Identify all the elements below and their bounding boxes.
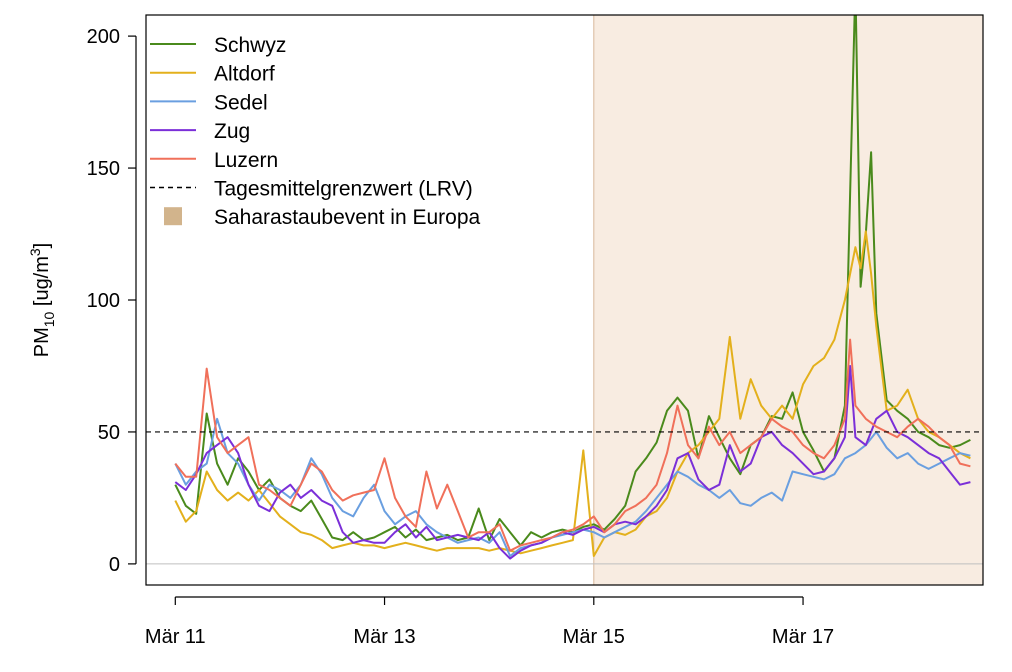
y-tick-label: 200	[87, 26, 120, 48]
plot-frame	[145, 14, 984, 586]
y-axis: 0 50 100 150 200	[87, 26, 137, 576]
legend-label: Saharastaubevent in Europa	[214, 206, 481, 229]
legend: Schwyz Altdorf Sedel Zug Luzern Tagesmittelgr…	[150, 34, 481, 229]
y-tick-label: 50	[98, 422, 120, 444]
series-line-schwyz	[174, 15, 971, 547]
x-tick-label: Mär 15	[563, 626, 625, 648]
legend-label: Luzern	[214, 149, 278, 172]
x-tick-label: Mär 13	[353, 626, 415, 648]
y-axis-title-unit: [ug/m	[31, 256, 53, 312]
y-tick-label: 0	[109, 554, 120, 576]
x-tick-label: Mär 11	[145, 626, 206, 648]
x-tick-label: Mär 17	[772, 626, 834, 648]
series-layer	[174, 15, 971, 560]
series-line-sedel	[174, 417, 971, 557]
legend-label: Zug	[214, 120, 250, 143]
series-line-altdorf	[174, 230, 971, 557]
y-axis-title-base: PM	[31, 327, 53, 357]
y-axis-title-subscript: 10	[41, 311, 57, 327]
legend-label: Sedel	[214, 91, 268, 114]
x-axis: Mär 11 Mär 13 Mär 15 Mär 17	[145, 596, 834, 648]
legend-label: Altdorf	[214, 63, 275, 86]
y-tick-label: 100	[87, 290, 120, 312]
legend-label: Tagesmittelgrenzwert (LRV)	[214, 178, 473, 201]
y-axis-title: PM10 [ug/m3]	[27, 243, 57, 358]
shaded-region	[593, 14, 984, 586]
y-axis-title-superscript: 3	[27, 248, 43, 256]
y-axis-title-close: ]	[31, 243, 53, 249]
y-tick-label: 150	[87, 158, 120, 180]
series-line-zug	[174, 365, 971, 560]
series-line-luzern	[174, 338, 971, 552]
legend-label: Schwyz	[214, 34, 286, 57]
legend-swatch-shaded-region	[164, 207, 182, 226]
